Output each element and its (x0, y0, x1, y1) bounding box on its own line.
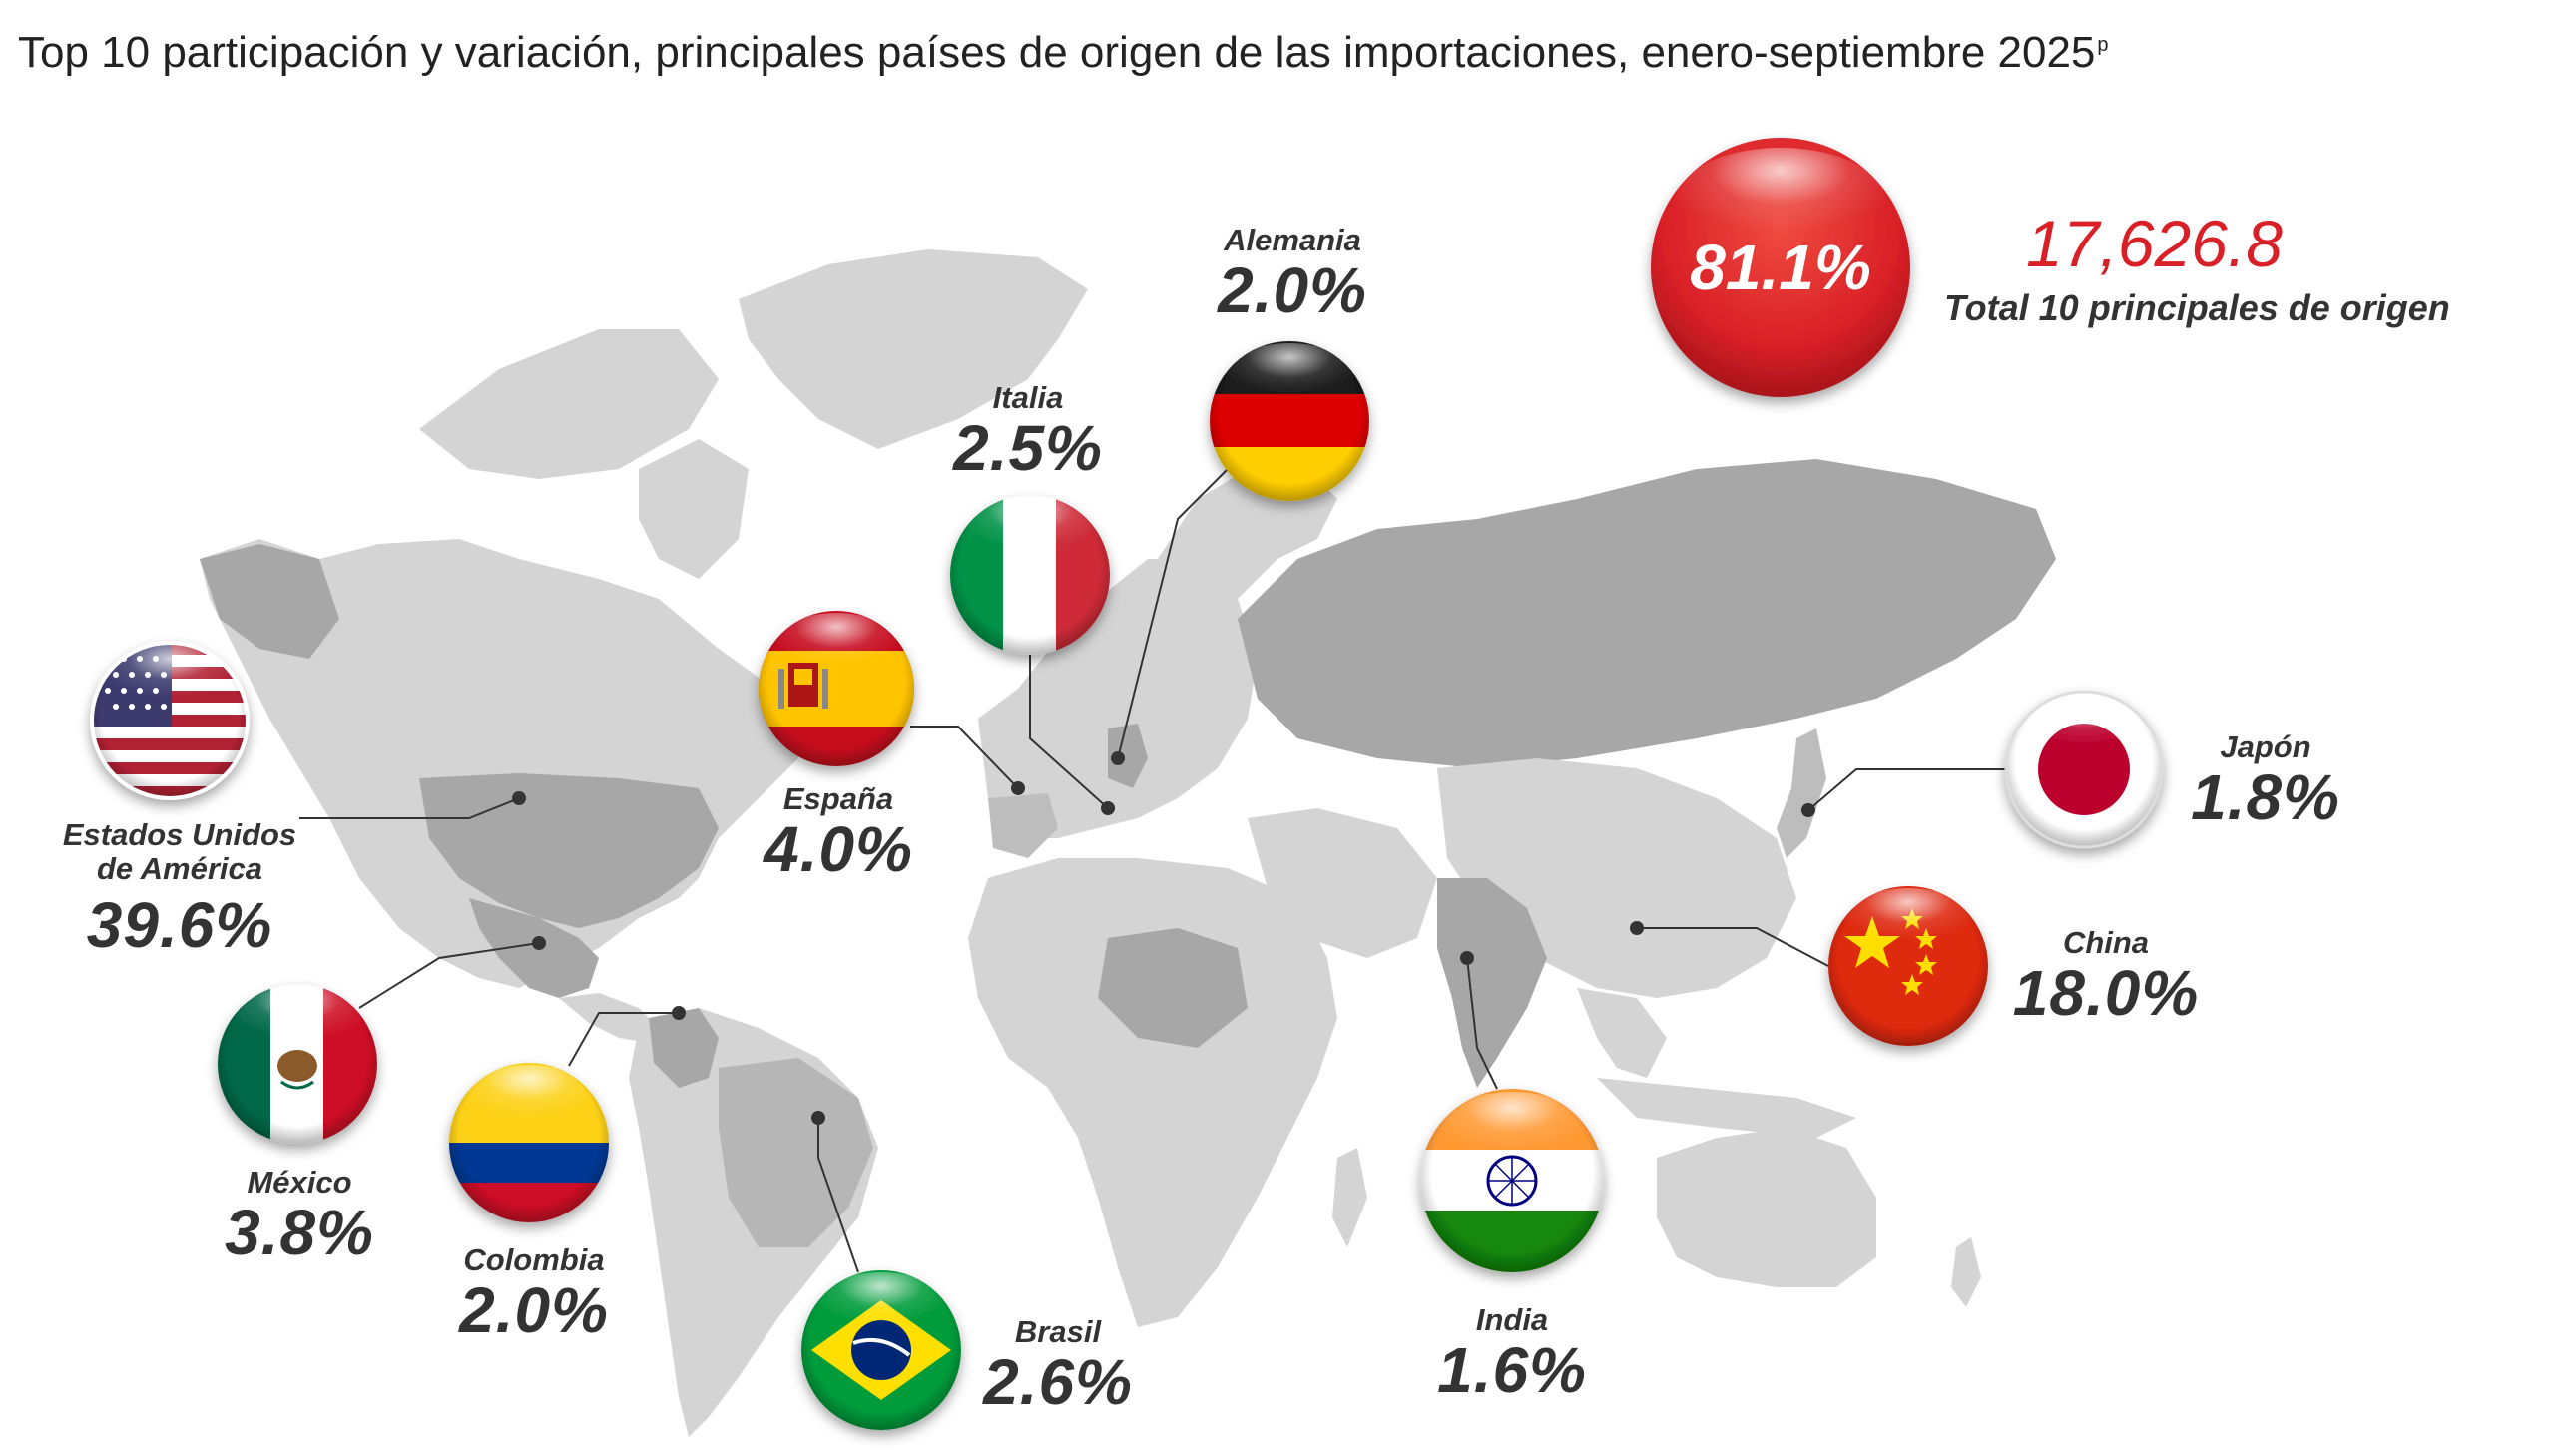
country-name-italia: Italia (992, 380, 1064, 415)
greenland (739, 249, 1088, 449)
marker-mexico (532, 936, 546, 950)
country-name-colombia: Colombia (463, 1242, 605, 1277)
land-masses (200, 249, 2056, 1437)
country-name-india: India (1475, 1302, 1549, 1337)
new-zealand (1951, 1237, 1981, 1307)
spain-flag-icon (759, 611, 914, 766)
marker-brasil (811, 1111, 825, 1125)
africa-dark (1098, 928, 1248, 1048)
label-usa: Estados Unidos de América 39.6% (40, 817, 319, 961)
label-mexico: México 3.8% (200, 1165, 399, 1268)
page-title: Top 10 participación y variación, princi… (18, 28, 2109, 78)
leader-lines (299, 468, 2006, 1273)
australia (1657, 1128, 1876, 1287)
country-name-japon: Japón (2220, 729, 2311, 764)
scandinavia (1158, 469, 1337, 599)
country-name-mexico: México (247, 1165, 352, 1200)
label-brasil: Brasil 2.6% (958, 1314, 1158, 1418)
brazil-territory (719, 1058, 873, 1247)
iberia (988, 793, 1058, 858)
japan-flag-icon (2004, 690, 2164, 849)
russia (1238, 459, 2056, 768)
summary-circle (1651, 138, 1910, 397)
leader-line-italia (1029, 655, 1109, 809)
title-text: Top 10 participación y variación, princi… (18, 28, 2096, 77)
label-espana: España 4.0% (739, 781, 938, 885)
africa (968, 858, 1337, 1327)
usa-flag-icon (90, 641, 250, 800)
arctic-islands (419, 329, 719, 479)
label-japon: Japón 1.8% (2166, 729, 2365, 833)
country-share-japon: 1.8% (2191, 761, 2340, 833)
marker-usa (512, 791, 526, 805)
country-share-india: 1.6% (1437, 1334, 1587, 1406)
leader-line-japon (1807, 768, 2006, 811)
china-flag-icon (1828, 886, 1988, 1046)
summary-total-label: Total 10 principales de origen (1944, 287, 2450, 328)
marker-china (1630, 921, 1644, 935)
colombia-territory (649, 1008, 719, 1088)
middle-east (1248, 808, 1437, 958)
label-alemania: Alemania 2.0% (1188, 223, 1397, 326)
country-name-usa-line1: Estados Unidos (62, 817, 297, 852)
country-name-alemania: Alemania (1224, 223, 1361, 257)
marker-colombia (672, 1006, 686, 1020)
leader-line-usa (299, 797, 520, 819)
country-share-china: 18.0% (2012, 957, 2200, 1029)
label-colombia: Colombia 2.0% (429, 1242, 639, 1346)
label-china: China 18.0% (1996, 925, 2216, 1029)
italy-flag-icon (950, 495, 1110, 655)
label-india: India 1.6% (1407, 1302, 1617, 1406)
country-name-espana: España (782, 781, 894, 816)
indonesia (1597, 1078, 1856, 1138)
southeast-asia (1577, 988, 1667, 1078)
leader-line-brasil (817, 1118, 859, 1273)
leader-line-alemania (1117, 468, 1229, 759)
leader-line-colombia (568, 1012, 679, 1067)
marker-alemania (1111, 751, 1125, 765)
country-share-usa: 39.6% (86, 889, 273, 961)
leader-line-china (1637, 927, 1829, 967)
country-share-italia: 2.5% (953, 412, 1103, 484)
marker-italia (1101, 801, 1115, 815)
madagascar (1332, 1148, 1367, 1247)
country-name-china: China (2062, 925, 2150, 960)
marker-japon (1801, 803, 1815, 817)
summary-share: 81.1% (1690, 232, 1870, 303)
country-name-brasil: Brasil (1014, 1314, 1102, 1349)
alaska (200, 544, 339, 659)
mexico-flag-icon (218, 984, 377, 1144)
india-flag-icon (1420, 1089, 1604, 1272)
title-superscript: p (2097, 34, 2109, 56)
country-name-usa-line2: de América (97, 851, 262, 886)
country-share-colombia: 2.0% (459, 1274, 609, 1346)
country-share-mexico: 3.8% (225, 1197, 374, 1268)
germany-territory (1108, 724, 1148, 788)
country-share-brasil: 2.6% (983, 1346, 1133, 1418)
india-territory (1437, 878, 1547, 1088)
baffin-island (639, 439, 749, 579)
germany-flag-icon (1210, 341, 1369, 501)
leader-line-india (1466, 957, 1498, 1090)
leader-line-mexico (358, 942, 540, 1009)
marker-india (1460, 951, 1474, 965)
europe (978, 559, 1258, 838)
colombia-flag-icon (449, 1063, 609, 1222)
brazil-flag-icon (801, 1270, 961, 1430)
marker-espana (1011, 781, 1025, 795)
label-italia: Italia 2.5% (928, 380, 1128, 484)
japan-territory (1777, 728, 1826, 858)
central-america (559, 993, 659, 1043)
mexico-territory (469, 898, 599, 998)
usa-territory (419, 773, 719, 928)
summary-total-value: 17,626.8 (2026, 207, 2283, 280)
country-share-alemania: 2.0% (1218, 254, 1367, 326)
country-share-espana: 4.0% (764, 813, 913, 885)
leader-line-espana (910, 726, 1019, 789)
